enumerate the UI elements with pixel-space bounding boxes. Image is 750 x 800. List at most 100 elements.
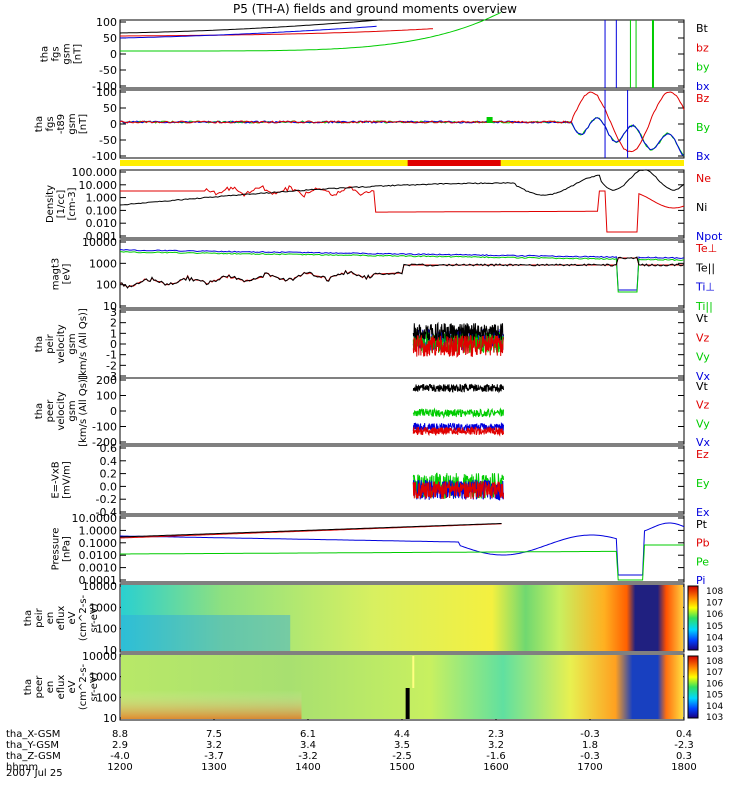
legend-pb: Pb — [696, 537, 710, 550]
x-tick-label: 1300 — [201, 762, 226, 773]
y-axis-label: [nT] — [73, 44, 84, 64]
trace-ni — [119, 169, 685, 206]
colorbar-label: 105 — [706, 622, 723, 632]
legend-ni: Ni — [696, 201, 707, 214]
y-tick-label: 0.0 — [100, 480, 118, 493]
y-axis-label: Pressure — [51, 528, 62, 571]
panel-frame — [119, 169, 685, 239]
x-tick-label: 1200 — [107, 762, 132, 773]
y-axis-label: gsm — [67, 400, 78, 421]
y-axis-label: (cm^2-s- — [78, 594, 89, 641]
x-tick-label: 6.1 — [300, 729, 316, 740]
y-tick-label: 0 — [110, 48, 117, 61]
trace-by2-marker — [486, 117, 493, 123]
y-tick-label: 200 — [96, 374, 117, 387]
legend-by: By — [696, 121, 711, 134]
panel-frame — [119, 309, 685, 379]
y-axis-label: (cm^2-s- — [78, 663, 89, 710]
y-axis-label: tha — [34, 116, 45, 132]
y-tick-label: -1 — [106, 349, 117, 362]
y-axis-label: [nT] — [78, 114, 89, 134]
x-tick-label: -4.0 — [110, 751, 130, 762]
y-axis-label: eflux — [56, 606, 67, 631]
legend-vy: Vy — [696, 351, 710, 364]
legend-vz: Vz — [696, 399, 710, 412]
y-axis-label: magt3 — [51, 258, 62, 291]
colorbar-label: 103 — [706, 713, 723, 723]
y-axis-label: Density — [45, 185, 56, 223]
y-tick-label: 0.010 — [86, 217, 118, 230]
y-tick-label: 0.6 — [100, 442, 118, 455]
legend-bz: Bz — [696, 92, 710, 105]
x-tick-label: -2.5 — [392, 751, 412, 762]
x-tick-label: 1400 — [295, 762, 320, 773]
y-axis-label: gsm — [67, 113, 78, 134]
trace-pt — [119, 523, 502, 538]
y-tick-label: 10 — [103, 300, 117, 313]
x-tick-label: -0.3 — [580, 729, 600, 740]
y-axis-label: peer — [45, 399, 56, 423]
trace-vt2 — [412, 383, 504, 394]
trace-ti-perp — [119, 249, 685, 291]
legend-bx: Bx — [696, 150, 711, 163]
y-tick-label: 10 — [103, 644, 117, 657]
y-tick-label: 50 — [103, 102, 117, 115]
legend-ti⊥: Ti⊥ — [695, 281, 715, 294]
legend-te||: Te|| — [695, 261, 715, 274]
y-tick-label: -100 — [92, 421, 117, 434]
trace-vz — [412, 334, 504, 358]
spectrogram-peir-low — [121, 615, 291, 651]
trace-pe — [120, 544, 684, 581]
y-axis-label: [eV] — [62, 264, 73, 285]
y-tick-label: 0 — [110, 405, 117, 418]
legend-bt: Bt — [696, 22, 709, 35]
colorbar-label: 106 — [706, 610, 723, 620]
x-tick-label: 0.3 — [676, 751, 692, 762]
y-axis-label: tha — [40, 46, 51, 62]
x-tick-label: 7.5 — [206, 729, 222, 740]
y-tick-label: 10.000 — [79, 179, 118, 192]
x-tick-label: -3.2 — [298, 751, 318, 762]
y-axis-label: sr-eV) — [89, 603, 100, 632]
x-tick-label: 2.9 — [112, 740, 128, 751]
y-tick-label: 0 — [110, 338, 117, 351]
legend-pe: Pe — [696, 555, 709, 568]
y-axis-label: tha — [34, 403, 45, 419]
y-tick-label: -200 — [92, 436, 117, 449]
panel-frame — [119, 515, 685, 583]
spectrogram-peer-low — [121, 690, 302, 719]
y-tick-label: -0.2 — [96, 493, 117, 506]
y-axis-label: E=-VxB — [51, 461, 62, 498]
trace-te-par — [119, 256, 685, 289]
y-tick-label: 1 — [110, 327, 117, 340]
legend-ne: Ne — [696, 172, 711, 185]
y-tick-label: 1000 — [89, 671, 117, 684]
legend-ex: Ex — [696, 506, 710, 519]
y-tick-label: 0.001 — [86, 230, 118, 243]
y-axis-label: eV — [67, 611, 78, 624]
legend-ez: Ez — [696, 448, 709, 461]
y-tick-label: 10 — [103, 712, 117, 725]
trace-vx2 — [412, 421, 504, 433]
legend-vt: Vt — [696, 380, 709, 393]
colorbar — [687, 655, 699, 719]
date-label: 2007 Jul 25 — [6, 768, 63, 779]
y-tick-label: 100 — [96, 623, 117, 636]
trace-by — [120, 11, 501, 52]
x-tick-label: -0.3 — [580, 751, 600, 762]
y-axis-label: gsm — [67, 333, 78, 354]
y-axis-label: [km/s (All Qs)] — [78, 308, 89, 380]
colorbar — [687, 585, 699, 651]
trace-pi — [120, 522, 685, 576]
y-tick-label: 10000 — [82, 580, 117, 593]
y-tick-label: 1000 — [89, 601, 117, 614]
y-tick-label: -50 — [99, 134, 117, 147]
y-tick-label: 100 — [96, 390, 117, 403]
legend-vx: Vx — [696, 436, 711, 449]
legend-pt: Pt — [696, 518, 708, 531]
legend-vx: Vx — [696, 370, 711, 383]
legend-bx: bx — [696, 80, 710, 93]
y-axis-label: en — [45, 612, 56, 625]
colorbar-label: 107 — [706, 668, 723, 678]
y-tick-label: -50 — [99, 64, 117, 77]
